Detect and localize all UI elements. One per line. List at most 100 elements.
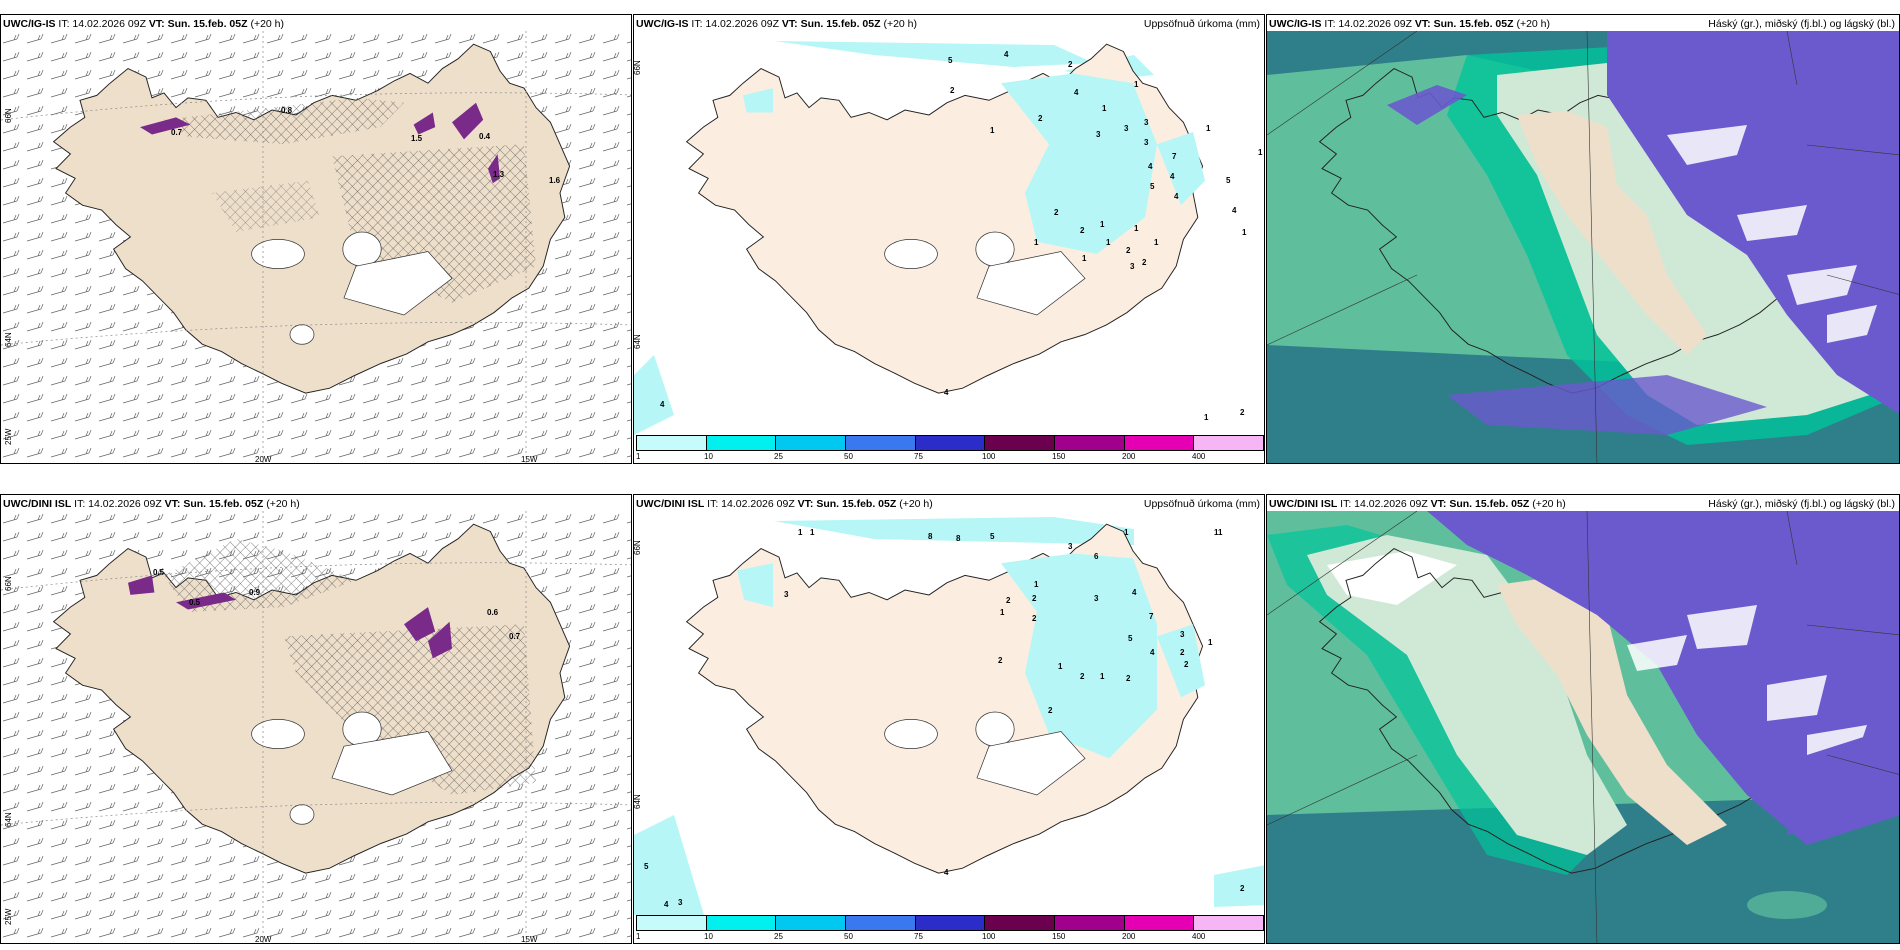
svg-text:3: 3 bbox=[1130, 262, 1135, 271]
svg-text:8: 8 bbox=[928, 532, 933, 541]
svg-text:1: 1 bbox=[1082, 254, 1087, 263]
panel-title: UWC/IG-IS IT: 14.02.2026 09Z VT: Sun. 15… bbox=[1269, 18, 1551, 30]
panel-subtitle: Háský (gr.), miðský (fj.bl.) og lágský (… bbox=[1708, 18, 1895, 30]
svg-text:3: 3 bbox=[678, 898, 683, 907]
svg-text:2: 2 bbox=[1126, 246, 1131, 255]
svg-text:1: 1 bbox=[1100, 672, 1105, 681]
svg-text:2: 2 bbox=[1068, 60, 1073, 69]
svg-text:5: 5 bbox=[948, 56, 953, 65]
svg-text:4: 4 bbox=[1004, 50, 1009, 59]
svg-text:1: 1 bbox=[1124, 528, 1129, 537]
svg-text:1: 1 bbox=[1034, 238, 1039, 247]
svg-text:1.6: 1.6 bbox=[549, 176, 561, 185]
icing-labels: 0.5 0.5 0.9 0.6 0.7 bbox=[153, 568, 521, 641]
lon-label: 15W bbox=[521, 935, 538, 944]
cloud-map bbox=[1267, 30, 1899, 463]
svg-text:2: 2 bbox=[1054, 208, 1059, 217]
svg-text:4: 4 bbox=[944, 868, 949, 877]
svg-text:0.7: 0.7 bbox=[509, 632, 521, 641]
precip-colorbar bbox=[636, 435, 1264, 451]
panel-subtitle: Háský (gr.), miðský (fj.bl.) og lágský (… bbox=[1708, 498, 1895, 510]
svg-text:0.6: 0.6 bbox=[487, 608, 499, 617]
svg-text:1: 1 bbox=[990, 126, 995, 135]
lat-label: 66N bbox=[633, 60, 642, 75]
svg-text:4: 4 bbox=[664, 900, 669, 909]
lat-label: 25W bbox=[4, 908, 13, 925]
svg-text:0.7: 0.7 bbox=[171, 128, 183, 137]
svg-text:4: 4 bbox=[1132, 588, 1137, 597]
icing-labels: 0.7 0.8 1.5 0.4 1.3 1.6 bbox=[171, 106, 561, 185]
svg-text:1.3: 1.3 bbox=[493, 170, 505, 179]
lon-label: 20W bbox=[255, 935, 272, 944]
colorbar-segment bbox=[637, 436, 707, 450]
colorbar-segment bbox=[637, 916, 707, 930]
svg-text:7: 7 bbox=[1149, 612, 1154, 621]
svg-text:4: 4 bbox=[1232, 206, 1237, 215]
top-cloud-panel: UWC/IG-IS IT: 14.02.2026 09Z VT: Sun. 15… bbox=[1266, 14, 1900, 464]
svg-text:3: 3 bbox=[1180, 630, 1185, 639]
svg-text:6: 6 bbox=[1094, 552, 1099, 561]
svg-text:3: 3 bbox=[1094, 594, 1099, 603]
svg-text:1: 1 bbox=[1206, 124, 1211, 133]
svg-text:1: 1 bbox=[1106, 238, 1111, 247]
bottom-precip-panel: UWC/DINI ISL IT: 14.02.2026 09Z VT: Sun.… bbox=[633, 494, 1265, 944]
svg-text:0.5: 0.5 bbox=[189, 598, 201, 607]
colorbar-segment bbox=[1124, 916, 1195, 930]
colorbar-ticks: 1 10 25 50 75 100 150 200 400 bbox=[636, 452, 1206, 461]
colorbar-segment bbox=[776, 916, 847, 930]
svg-text:7: 7 bbox=[1172, 152, 1177, 161]
lon-label: 20W bbox=[255, 455, 272, 464]
svg-text:1: 1 bbox=[1258, 148, 1263, 157]
svg-text:2: 2 bbox=[1048, 706, 1053, 715]
svg-text:2: 2 bbox=[950, 86, 955, 95]
lat-label: 25W bbox=[4, 428, 13, 445]
svg-text:4: 4 bbox=[1170, 172, 1175, 181]
svg-text:3: 3 bbox=[1096, 130, 1101, 139]
panel-title: UWC/DINI ISL IT: 14.02.2026 09Z VT: Sun.… bbox=[636, 498, 933, 510]
panel-subtitle: Uppsöfnuð úrkoma (mm) bbox=[1143, 18, 1260, 30]
lat-label: 64N bbox=[633, 794, 642, 809]
colorbar-segment bbox=[706, 916, 777, 930]
lat-label: 64N bbox=[633, 334, 642, 349]
panel-title: UWC/IG-IS IT: 14.02.2026 09Z VT: Sun. 15… bbox=[3, 18, 285, 30]
svg-text:2: 2 bbox=[1032, 614, 1037, 623]
svg-text:5: 5 bbox=[644, 862, 649, 871]
colorbar-segment bbox=[1194, 916, 1264, 930]
top-wind-panel: UWC/IG-IS IT: 14.02.2026 09Z VT: Sun. 15… bbox=[0, 14, 632, 464]
svg-text:4: 4 bbox=[1148, 162, 1153, 171]
svg-text:2: 2 bbox=[1032, 594, 1037, 603]
svg-text:1: 1 bbox=[1000, 608, 1005, 617]
svg-text:1: 1 bbox=[1208, 638, 1213, 647]
svg-text:3: 3 bbox=[1144, 138, 1149, 147]
svg-text:1: 1 bbox=[810, 528, 815, 537]
svg-text:1.5: 1.5 bbox=[411, 134, 423, 143]
svg-text:5: 5 bbox=[1150, 182, 1155, 191]
svg-text:2: 2 bbox=[998, 656, 1003, 665]
svg-text:1: 1 bbox=[1058, 662, 1063, 671]
svg-text:2: 2 bbox=[1240, 408, 1245, 417]
svg-text:1: 1 bbox=[1134, 224, 1139, 233]
lat-label: 64N bbox=[4, 812, 13, 827]
svg-text:0.8: 0.8 bbox=[281, 106, 293, 115]
precip-map: 1 1 8 8 5 3 1 1 3 6 4 7 2 1 2 1 2 2 3 5 … bbox=[634, 517, 1265, 915]
colorbar-segment bbox=[985, 916, 1056, 930]
colorbar-segment bbox=[1124, 436, 1195, 450]
colorbar-segment bbox=[776, 436, 847, 450]
svg-text:0.5: 0.5 bbox=[153, 568, 165, 577]
svg-text:3: 3 bbox=[1068, 542, 1073, 551]
svg-text:1: 1 bbox=[1214, 528, 1219, 537]
svg-text:1: 1 bbox=[1034, 580, 1039, 589]
graticule bbox=[1, 31, 631, 463]
graticule bbox=[1, 511, 631, 943]
svg-text:0.9: 0.9 bbox=[249, 588, 261, 597]
svg-text:2: 2 bbox=[1080, 672, 1085, 681]
precip-values: 1 1 8 8 5 3 1 1 3 6 4 7 2 1 2 1 2 2 3 5 … bbox=[644, 528, 1265, 909]
bottom-wind-panel: UWC/DINI ISL IT: 14.02.2026 09Z VT: Sun.… bbox=[0, 494, 632, 944]
svg-text:2: 2 bbox=[1264, 644, 1265, 653]
lat-label: 66N bbox=[4, 576, 13, 591]
precip-colorbar bbox=[636, 915, 1264, 931]
top-precip-panel: UWC/IG-IS IT: 14.02.2026 09Z VT: Sun. 15… bbox=[633, 14, 1265, 464]
wind-map: 0.7 0.8 1.5 0.4 1.3 1.6 bbox=[1, 31, 631, 463]
svg-text:3: 3 bbox=[1144, 118, 1149, 127]
cloud-map bbox=[1267, 510, 1899, 943]
